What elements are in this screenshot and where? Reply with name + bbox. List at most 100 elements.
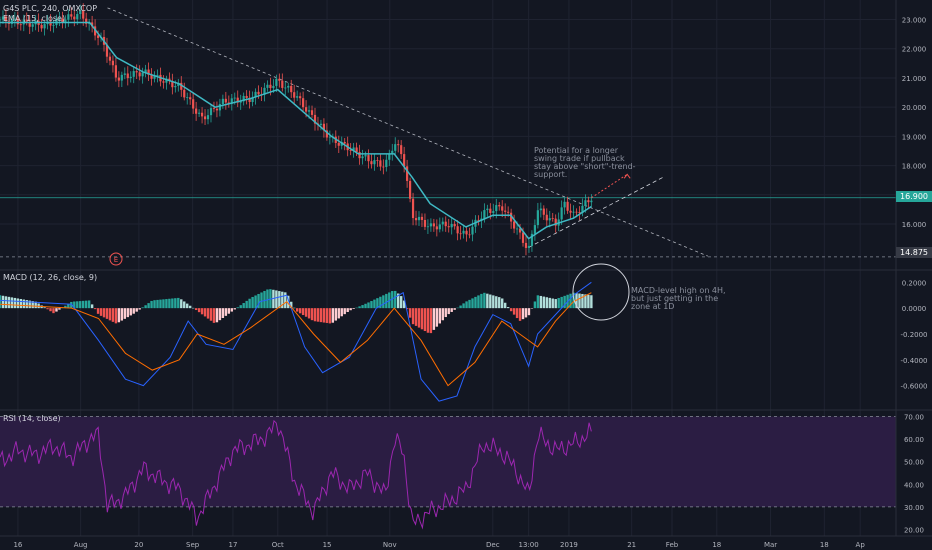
candle-body	[492, 211, 495, 213]
candle-body	[477, 219, 480, 221]
candle-body	[177, 82, 180, 86]
macd-histogram-bar	[587, 294, 590, 309]
macd-histogram-bar	[135, 308, 138, 312]
candle-body	[192, 99, 195, 109]
macd-histogram-bar	[46, 308, 49, 310]
price-tick-label: 22.000	[902, 46, 927, 54]
candle-body	[269, 84, 272, 89]
macd-histogram-bar	[426, 308, 430, 333]
symbol-title[interactable]: G4S PLC, 240, OMXCOP	[3, 4, 98, 13]
macd-histogram-bar	[417, 308, 421, 328]
time-tick-label: Feb	[666, 541, 679, 549]
candle-body	[349, 150, 352, 151]
macd-histogram-bar	[474, 296, 477, 309]
candle-body	[495, 205, 498, 212]
last-price-tag: 16.900	[896, 191, 932, 202]
ema-legend[interactable]: EMA (15, close)	[3, 14, 66, 23]
macd-histogram-bar	[120, 308, 124, 321]
trade-note-line: support.	[534, 170, 568, 179]
macd-histogram-bar	[227, 308, 231, 314]
candle-body	[245, 95, 248, 98]
macd-histogram-bar	[545, 297, 548, 309]
macd-histogram-bar	[55, 308, 58, 312]
time-tick-label: Oct	[272, 541, 284, 549]
candle-body	[70, 14, 73, 17]
candle-body	[200, 112, 204, 117]
macd-histogram-bar	[13, 297, 17, 309]
macd-line	[0, 281, 592, 402]
macd-histogram-bar	[168, 298, 171, 309]
candle-body	[527, 245, 531, 248]
candle-body	[129, 76, 132, 79]
macd-pane[interactable]: 0.2000 0.0000 -0.2000 -0.4000 -0.6000	[0, 263, 928, 402]
candle-body	[518, 228, 522, 233]
macd-legend[interactable]: MACD (12, 26, close, 9)	[3, 273, 98, 282]
time-axis[interactable]: 16 Aug 20 Sep 17 Oct 15 Nov Dec 13:00 2019 21 Feb 18 M…	[13, 541, 865, 549]
macd-note-annotation[interactable]: MACD-level high on 4H, but just getting …	[631, 287, 726, 311]
macd-histogram-bar	[28, 300, 31, 309]
macd-histogram-bar	[530, 308, 534, 309]
macd-histogram-bar	[429, 308, 433, 334]
downtrend-line[interactable]	[107, 7, 708, 257]
candle-body	[198, 112, 201, 114]
macd-histogram-bar	[509, 308, 513, 312]
time-tick-label: Mar	[764, 541, 777, 549]
macd-histogram-bar	[200, 308, 204, 315]
macd-histogram-bar	[272, 289, 275, 309]
candle-body	[73, 16, 76, 20]
candle-body	[52, 25, 55, 26]
macd-histogram-bar	[73, 301, 76, 309]
macd-histogram-bar	[126, 308, 129, 318]
projection-arrow[interactable]	[591, 173, 628, 199]
rsi-axis[interactable]: 70.00 60.00 50.00 40.00 30.00 20.00	[904, 414, 924, 535]
candle-body	[578, 212, 581, 213]
macd-signal-line	[0, 292, 592, 387]
earnings-event-label: E	[114, 256, 118, 264]
candle-body	[79, 10, 82, 15]
macd-histogram-bar	[328, 308, 332, 324]
macd-histogram-bar	[25, 300, 28, 309]
time-tick-label: 15	[323, 541, 332, 549]
rsi-legend[interactable]: RSI (14, close)	[3, 414, 61, 423]
macd-histogram-bar	[465, 301, 468, 309]
macd-tick-label: -0.2000	[900, 331, 927, 339]
earnings-event-marker[interactable]	[109, 252, 123, 266]
candle-body	[209, 108, 213, 116]
macd-histogram-bar	[150, 300, 153, 309]
candle-body	[337, 142, 340, 146]
candle-body	[304, 107, 308, 112]
candle-body	[328, 136, 331, 138]
macd-axis[interactable]: 0.2000 0.0000 -0.2000 -0.4000 -0.6000	[900, 279, 927, 390]
macd-histogram-bar	[87, 300, 91, 309]
candle-body	[358, 152, 361, 159]
candle-body	[25, 19, 28, 22]
candle-body	[394, 144, 397, 151]
candle-body	[319, 123, 323, 125]
rsi-tick-label: 40.00	[904, 481, 924, 489]
candle-body	[376, 160, 379, 161]
candle-body	[251, 97, 254, 103]
macd-histogram-bar	[180, 299, 183, 309]
trade-note-annotation[interactable]: Potential for a longer swing trade if pu…	[534, 147, 636, 179]
rsi-tick-label: 70.00	[904, 414, 924, 422]
macd-histogram-bar	[382, 295, 385, 309]
candle-body	[105, 44, 109, 57]
price-pane[interactable]: E 16.00017.00018.00019.00020.00021.00022…	[0, 3, 927, 266]
macd-highlight-circle[interactable]	[572, 263, 630, 321]
macd-histogram-bar	[560, 296, 563, 309]
macd-histogram-bar	[438, 308, 442, 324]
candle-body	[147, 69, 150, 75]
candle-body	[432, 223, 435, 227]
candle-body	[254, 91, 257, 98]
rsi-pane[interactable]: 70.00 60.00 50.00 40.00 30.00 20.00	[0, 414, 924, 535]
candle-body	[391, 150, 394, 154]
short-trend-support-line[interactable]	[528, 176, 664, 248]
macd-histogram-bar	[352, 308, 355, 309]
macd-histogram-bar	[578, 293, 581, 309]
macd-tick-label: -0.6000	[900, 383, 927, 391]
macd-histogram-bar	[248, 298, 251, 309]
candle-body	[126, 73, 129, 79]
candle-body	[545, 214, 548, 221]
macd-histogram-bar	[284, 292, 287, 309]
